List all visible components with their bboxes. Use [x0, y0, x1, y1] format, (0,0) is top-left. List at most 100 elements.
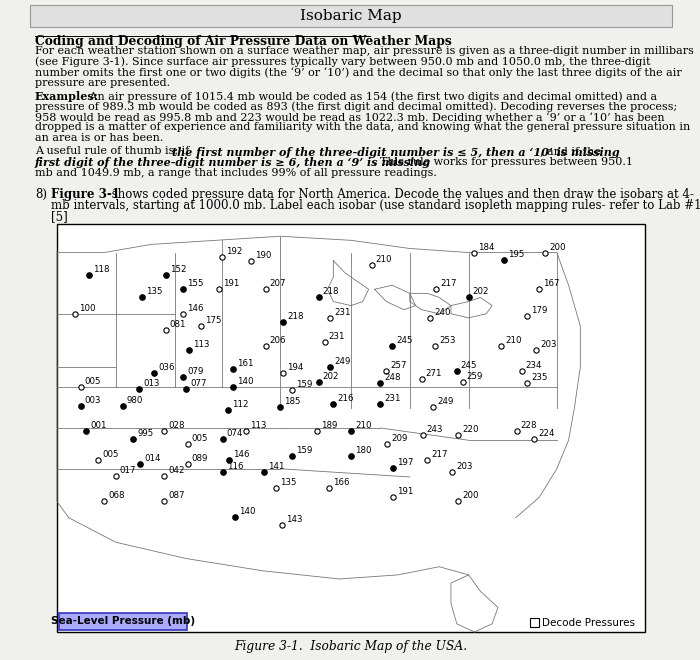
Text: 191: 191: [398, 486, 414, 496]
Text: pressure are presented.: pressure are presented.: [35, 77, 170, 88]
Text: 209: 209: [391, 434, 408, 442]
Text: 152: 152: [170, 265, 186, 274]
Text: 995: 995: [137, 430, 154, 438]
Text: 248: 248: [384, 373, 401, 382]
Text: Figure 3-1.  Isobaric Map of the USA.: Figure 3-1. Isobaric Map of the USA.: [234, 640, 468, 653]
Text: 253: 253: [439, 337, 456, 345]
Text: . This rule works for pressures between 950.1: . This rule works for pressures between …: [373, 157, 634, 167]
Text: 185: 185: [284, 397, 301, 406]
Text: 141: 141: [268, 462, 284, 471]
Text: 089: 089: [192, 454, 208, 463]
Text: Decode Pressures: Decode Pressures: [542, 618, 635, 628]
Text: first digit of the three-digit number is ≥ 6, then a ‘9’ is missing: first digit of the three-digit number is…: [35, 157, 431, 168]
Text: pressure of 989.3 mb would be coded as 893 (the first digit and decimal omitted): pressure of 989.3 mb would be coded as 8…: [35, 102, 678, 112]
Text: 200: 200: [549, 243, 566, 251]
Text: 218: 218: [288, 312, 304, 321]
Text: 003: 003: [85, 397, 101, 405]
Text: 180: 180: [355, 446, 372, 455]
Text: [5]: [5]: [51, 210, 68, 223]
Text: 116: 116: [227, 462, 244, 471]
Text: 194: 194: [288, 363, 304, 372]
Text: 146: 146: [232, 450, 249, 459]
Text: 028: 028: [168, 421, 185, 430]
Text: 017: 017: [120, 466, 136, 475]
Text: 074: 074: [227, 430, 244, 438]
Text: 005: 005: [192, 434, 208, 442]
Bar: [30, 5, 672, 27]
Text: 161: 161: [237, 359, 254, 368]
Text: 159: 159: [296, 380, 313, 389]
Text: 146: 146: [188, 304, 204, 313]
Text: 207: 207: [270, 279, 286, 288]
Text: 166: 166: [332, 478, 349, 487]
Text: 224: 224: [538, 430, 555, 438]
Text: 079: 079: [188, 367, 204, 376]
Text: 8): 8): [35, 188, 47, 201]
Text: 271: 271: [426, 369, 442, 378]
Text: 005: 005: [85, 378, 101, 386]
Text: 210: 210: [355, 421, 372, 430]
Text: 179: 179: [531, 306, 548, 315]
Text: 240: 240: [435, 308, 451, 317]
Text: 980: 980: [127, 397, 144, 405]
Text: , and if the: , and if the: [540, 147, 601, 156]
Text: 113: 113: [193, 341, 210, 350]
Text: 197: 197: [398, 458, 414, 467]
Text: 259: 259: [467, 372, 483, 381]
Text: 155: 155: [188, 279, 204, 288]
Text: 210: 210: [376, 255, 392, 264]
Text: An air pressure of 1015.4 mb would be coded as 154 (the first two digits and dec: An air pressure of 1015.4 mb would be co…: [86, 91, 657, 102]
Text: 005: 005: [102, 450, 119, 459]
Bar: [530, 618, 539, 627]
Text: 245: 245: [461, 361, 477, 370]
Text: 202: 202: [473, 288, 489, 296]
Text: 202: 202: [323, 372, 339, 381]
Text: A useful rule of thumb is: if: A useful rule of thumb is: if: [35, 147, 193, 156]
Text: 220: 220: [462, 425, 479, 434]
Text: 195: 195: [508, 250, 524, 259]
Text: 013: 013: [144, 379, 160, 388]
Text: 200: 200: [462, 490, 479, 500]
Text: 100: 100: [78, 304, 95, 313]
Text: 167: 167: [543, 279, 560, 288]
Text: 228: 228: [521, 421, 538, 430]
Text: 189: 189: [321, 421, 337, 430]
Text: 081: 081: [170, 320, 186, 329]
Text: 210: 210: [505, 337, 522, 345]
Text: 235: 235: [531, 373, 548, 382]
Bar: [57, 224, 645, 632]
Text: Isobaric Map: Isobaric Map: [300, 9, 402, 23]
Text: the first number of the three-digit number is ≤ 5, then a ‘10’ is missing: the first number of the three-digit numb…: [172, 147, 619, 158]
Text: 135: 135: [280, 478, 296, 487]
Text: 249: 249: [438, 397, 454, 406]
Text: 218: 218: [323, 288, 339, 296]
Text: dropped is a matter of experience and familiarity with the data, and knowing wha: dropped is a matter of experience and fa…: [35, 123, 690, 133]
Text: Coding and Decoding of Air Pressure Data on Weather Maps: Coding and Decoding of Air Pressure Data…: [35, 35, 452, 48]
Text: 140: 140: [239, 507, 255, 516]
Text: 257: 257: [391, 361, 407, 370]
Text: 077: 077: [190, 379, 207, 388]
Text: 192: 192: [225, 247, 242, 255]
Text: 113: 113: [251, 421, 267, 430]
Text: 036: 036: [158, 363, 174, 372]
Bar: [59, 613, 187, 630]
Text: 112: 112: [232, 400, 248, 409]
Text: For each weather station shown on a surface weather map, air pressure is given a: For each weather station shown on a surf…: [35, 46, 694, 56]
Text: Sea-Level Pressure (mb): Sea-Level Pressure (mb): [51, 616, 195, 626]
Text: 143: 143: [286, 515, 302, 524]
Text: 135: 135: [146, 288, 163, 296]
Text: 159: 159: [296, 446, 313, 455]
Text: 203: 203: [456, 462, 473, 471]
Text: 203: 203: [540, 341, 556, 350]
Text: mb and 1049.9 mb, a range that includes 99% of all pressure readings.: mb and 1049.9 mb, a range that includes …: [35, 168, 437, 178]
Text: shows coded pressure data for North America. Decode the values and then draw the: shows coded pressure data for North Amer…: [108, 188, 694, 201]
Text: number omits the first one or two digits (the ‘9’ or ‘10’) and the decimal so th: number omits the first one or two digits…: [35, 67, 682, 78]
Text: 087: 087: [168, 490, 185, 500]
Text: 958 would be read as 995.8 mb and 223 would be read as 1022.3 mb. Deciding wheth: 958 would be read as 995.8 mb and 223 wo…: [35, 112, 664, 123]
Text: 231: 231: [328, 333, 345, 341]
Text: Examples:: Examples:: [35, 91, 99, 102]
Text: 217: 217: [440, 279, 457, 288]
Text: 140: 140: [237, 378, 254, 386]
Text: 014: 014: [144, 454, 161, 463]
Text: Figure 3‑1: Figure 3‑1: [51, 188, 120, 201]
